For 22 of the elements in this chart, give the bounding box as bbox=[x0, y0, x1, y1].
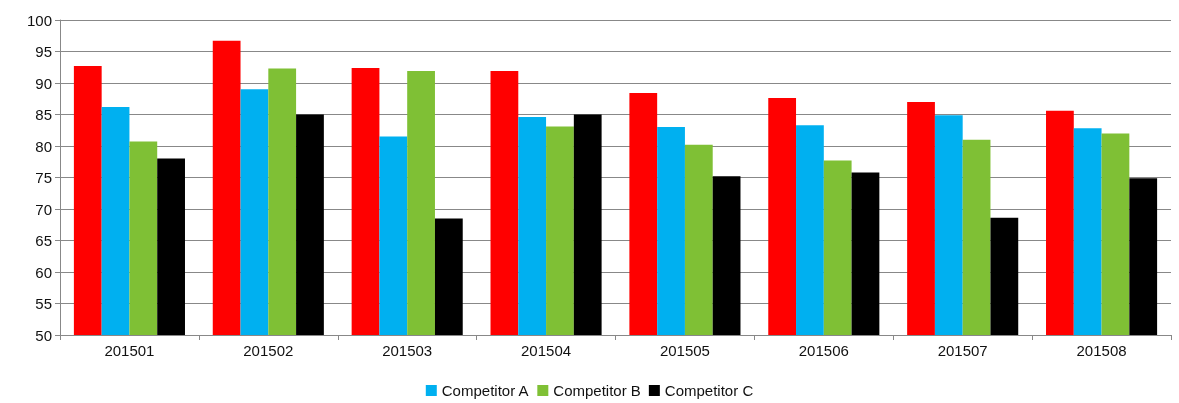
y-tick-label: 70 bbox=[35, 200, 52, 218]
x-tick-label: 201505 bbox=[659, 342, 710, 359]
y-tick-label: 100 bbox=[26, 11, 52, 29]
y-tick-label: 75 bbox=[35, 169, 52, 186]
y-tick-label: 95 bbox=[35, 43, 52, 60]
y-tick-label: 65 bbox=[35, 232, 52, 249]
legend-label: Competitor C bbox=[664, 382, 754, 399]
y-tick-label: 85 bbox=[35, 106, 52, 123]
x-tick-label: 201501 bbox=[104, 342, 155, 359]
x-tick-label: 201506 bbox=[798, 342, 849, 359]
x-tick-label: 201502 bbox=[243, 342, 294, 359]
y-tick-label: 50 bbox=[35, 326, 52, 344]
x-tick-label: 201508 bbox=[1076, 342, 1127, 359]
legend-label: Competitor A bbox=[441, 382, 529, 399]
legend-label: Competitor B bbox=[553, 382, 641, 399]
y-tick-label: 60 bbox=[35, 263, 52, 281]
x-tick-label: 201504 bbox=[521, 342, 572, 359]
y-tick-label: 55 bbox=[35, 295, 52, 312]
x-tick-label: 201503 bbox=[382, 342, 433, 359]
x-tick-label: 201507 bbox=[937, 342, 988, 359]
y-tick-label: 80 bbox=[35, 137, 52, 155]
y-tick-label: 90 bbox=[35, 74, 52, 92]
